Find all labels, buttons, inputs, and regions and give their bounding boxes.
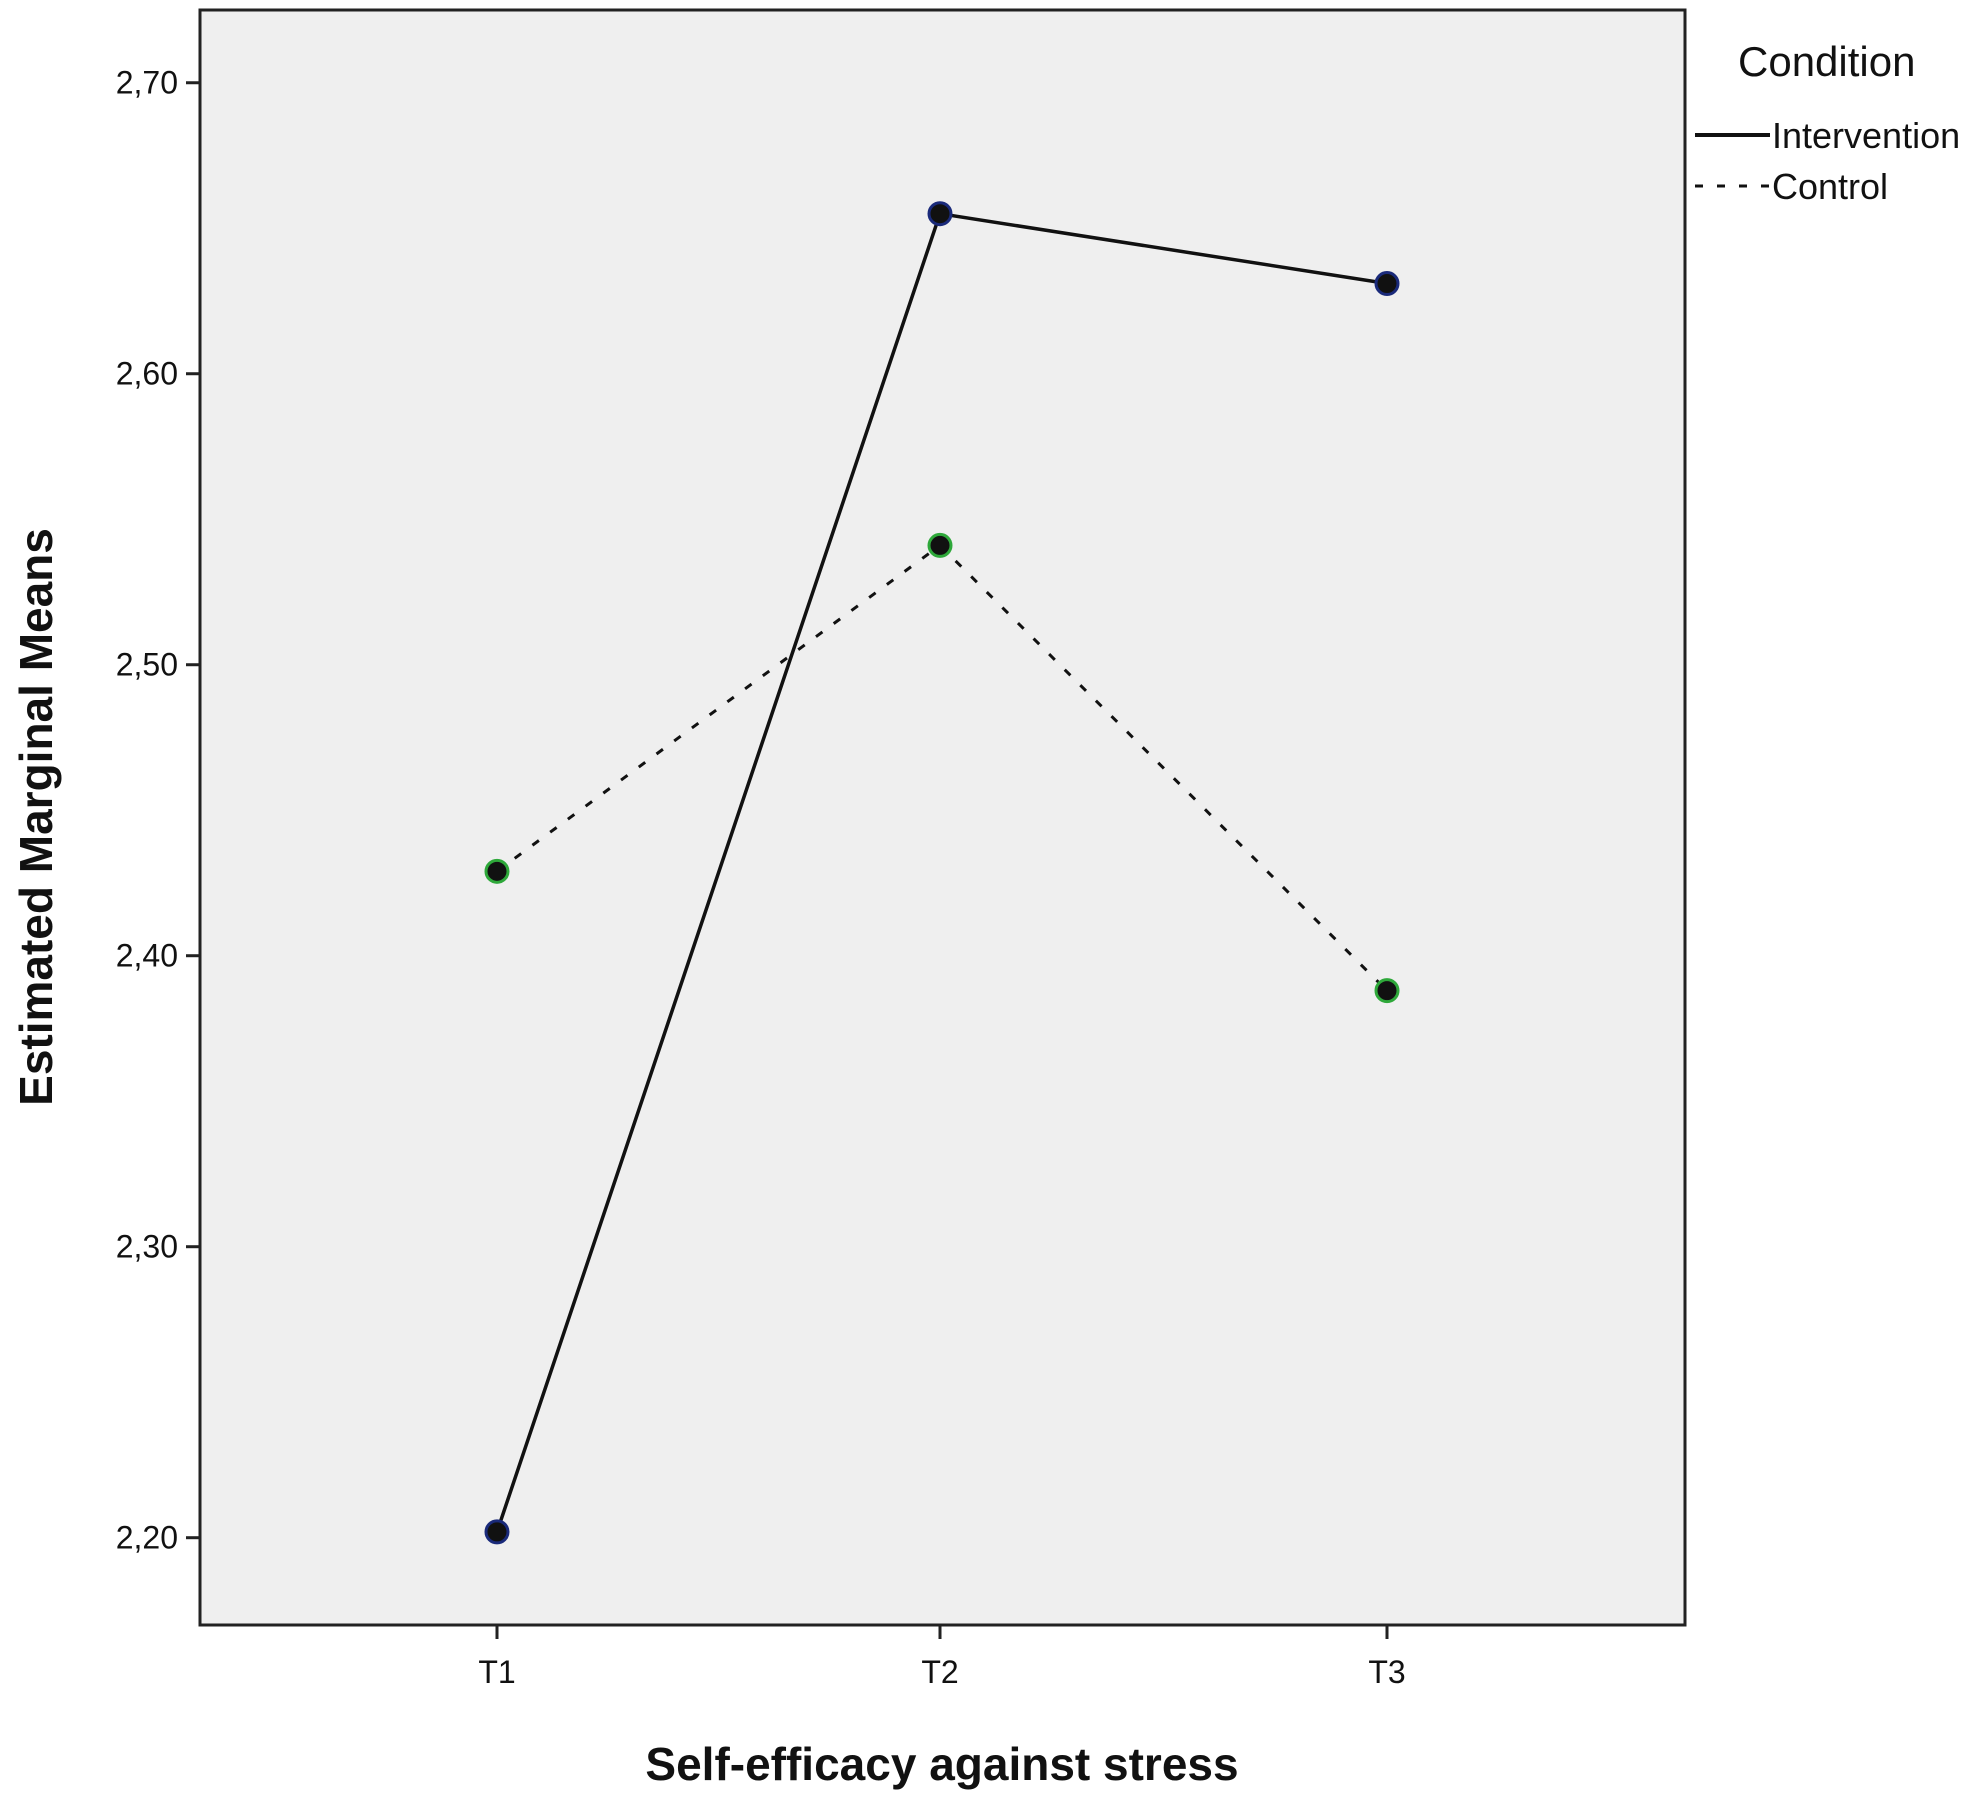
x-tick-label: T3 <box>1368 1654 1405 1690</box>
data-point-intervention <box>927 201 953 227</box>
legend-title: Condition <box>1738 38 1915 85</box>
legend-label-control: Control <box>1772 166 1888 207</box>
y-tick-label: 2,20 <box>116 1520 178 1556</box>
legend-label-intervention: Intervention <box>1772 115 1960 156</box>
data-point-intervention <box>484 1519 510 1545</box>
y-axis-title: Estimated Marginal Means <box>10 528 62 1106</box>
y-tick-label: 2,30 <box>116 1229 178 1265</box>
y-tick-label: 2,60 <box>116 356 178 392</box>
x-tick-label: T1 <box>478 1654 515 1690</box>
x-axis: T1 T2 T3 <box>478 1625 1406 1690</box>
data-point-control <box>484 858 510 884</box>
y-tick-label: 2,70 <box>116 65 178 101</box>
data-point-intervention <box>1374 271 1400 297</box>
data-point-control <box>927 532 953 558</box>
y-tick-label: 2,40 <box>116 938 178 974</box>
series-line-control <box>496 543 1389 992</box>
series-points <box>484 201 1400 1545</box>
x-axis-title: Self-efficacy against stress <box>645 1738 1238 1790</box>
data-point-control <box>1374 978 1400 1004</box>
y-axis: 2,20 2,30 2,40 2,50 2,60 2,70 <box>116 65 200 1556</box>
x-tick-label: T2 <box>921 1654 958 1690</box>
y-tick-label: 2,50 <box>116 647 178 683</box>
plot-area <box>198 8 1687 1627</box>
legend: Condition Intervention Control <box>1695 38 1960 207</box>
